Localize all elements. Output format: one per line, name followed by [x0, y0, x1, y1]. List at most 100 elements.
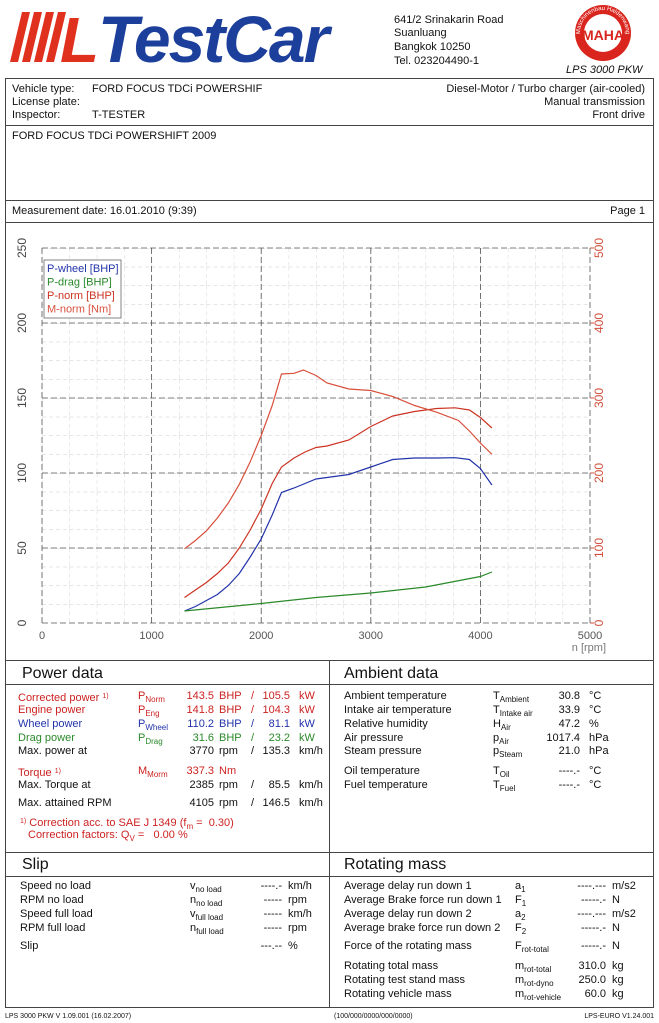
row-label: Speed full load [20, 908, 93, 921]
legend-entry: M-norm [Nm] [47, 304, 111, 316]
model: LPS 3000 PKW [566, 64, 643, 76]
unit: BHP [219, 732, 242, 744]
symbol-sub: Oil [499, 770, 510, 779]
symbol-letter: m [515, 974, 525, 986]
symbol-sub: rot-dyno [524, 979, 554, 988]
y2-tick-label: 500 [592, 238, 606, 258]
symbol-letter: P [138, 704, 146, 716]
label-text: Average delay run down 1 [344, 880, 472, 892]
separator: / [251, 745, 255, 757]
measurement-date: Measurement date: 16.01.2010 (9:39) [12, 205, 197, 217]
value: 250.0 [578, 974, 606, 986]
label-text: Corrected power [18, 692, 100, 704]
badge: MAHA [582, 27, 624, 43]
label-text: Force of the rotating mass [344, 940, 472, 952]
symbol-letter: M [138, 765, 148, 777]
unit: kg [612, 960, 624, 972]
symbol: F2 [515, 922, 526, 938]
unit: kg [612, 988, 624, 1000]
note-mark: 1) [102, 693, 109, 700]
legend-entry: P-norm [BHP] [47, 290, 115, 302]
symbol: pAir [493, 732, 509, 748]
row-label: Drag power [18, 732, 75, 745]
label-text: Steam pressure [344, 745, 422, 757]
row-label: RPM full load [20, 922, 85, 935]
symbol-sub: rot-total [524, 965, 552, 974]
symbol-letter: F [515, 940, 522, 952]
label-text: Fuel temperature [344, 779, 428, 791]
symbol: MMorm [138, 765, 168, 781]
value: 1017.4 [546, 732, 580, 744]
drive: Front drive [592, 109, 645, 121]
symbol-letter: v [190, 880, 196, 892]
symbol-sub: Fuel [499, 784, 516, 793]
value: -----.- [580, 894, 606, 906]
symbol: PWheel [138, 718, 168, 734]
unit: m/s2 [612, 880, 636, 892]
symbol-letter: v [190, 908, 196, 920]
unit: kW [299, 704, 315, 716]
footer-center: (100/000/0000/000/0000) [334, 1013, 413, 1020]
value: 31.6 [192, 732, 214, 744]
unit: kW [299, 690, 315, 702]
symbol: F1 [515, 894, 526, 910]
symbol-sub: Ambient [499, 695, 530, 704]
value: 2385 [189, 779, 214, 791]
symbol: PNorm [138, 690, 165, 706]
value: ---.-- [260, 940, 282, 952]
value: ----- [263, 922, 282, 934]
value: ----- [263, 908, 282, 920]
x-tick-label: 5000 [578, 630, 602, 642]
unit: °C [589, 690, 602, 702]
value: 110.2 [187, 718, 214, 730]
symbol: Frot-total [515, 940, 549, 956]
value: ----.- [260, 880, 282, 892]
unit: hPa [589, 745, 609, 757]
symbol-letter: H [493, 718, 501, 730]
value: 105.5 [262, 690, 290, 702]
unit: rpm [288, 894, 307, 906]
unit: rpm [219, 779, 238, 791]
symbol-letter: F [515, 894, 522, 906]
address-3: Bangkok 10250 [394, 41, 471, 53]
symbol-letter: a [515, 908, 522, 920]
row-label: Relative humidity [344, 718, 428, 731]
value: 60.0 [584, 988, 606, 1000]
value: 4105 [189, 797, 214, 809]
row-label: Average delay run down 1 [344, 880, 472, 893]
symbol-letter: T [493, 765, 500, 777]
row-label: Rotating test stand mass [344, 974, 465, 987]
x-tick-label: 3000 [359, 630, 383, 642]
row-label: Engine power [18, 704, 85, 717]
x-tick-label: 0 [39, 630, 45, 642]
value: 104.3 [262, 704, 290, 716]
section-title: Ambient data [344, 665, 439, 682]
symbol-sub: 2 [521, 913, 526, 922]
value: 21.0 [558, 745, 580, 757]
label-text: Torque [18, 767, 52, 779]
unit: °C [589, 779, 602, 791]
value: 81.1 [268, 718, 290, 730]
header-graphics: L TestCar Maschinenbau Haldenwang MAHA [10, 2, 631, 76]
symbol-letter: T [493, 779, 500, 791]
symbol-letter: n [190, 922, 197, 934]
symbol: a1 [515, 880, 526, 896]
unit: Nm [219, 765, 237, 777]
symbol: TAmbient [493, 690, 529, 706]
symbol: mrot-dyno [515, 974, 554, 990]
y2-tick-label: 0 [592, 619, 606, 626]
row-label: Ambient temperature [344, 690, 447, 703]
unit: rpm [219, 745, 238, 757]
value: 3770 [189, 745, 214, 757]
symbol-sub: Air [499, 737, 509, 746]
symbol-sub: Steam [499, 750, 523, 759]
legend-entry: P-drag [BHP] [47, 277, 112, 289]
symbol-letter: P [138, 732, 146, 744]
value: 23.2 [268, 732, 290, 744]
symbol: mrot-total [515, 960, 551, 976]
y-tick-label: 200 [15, 313, 29, 333]
transmission: Manual transmission [544, 96, 645, 108]
symbol-sub: rot-total [521, 945, 549, 954]
symbol-letter: T [493, 690, 500, 702]
